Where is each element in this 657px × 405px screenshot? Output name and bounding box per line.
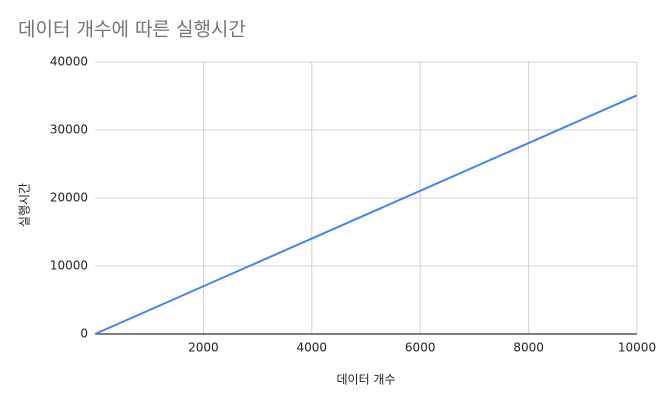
chart-title: 데이터 개수에 따른 실행시간: [18, 19, 246, 41]
x-tick-label: 2000: [188, 341, 219, 355]
x-axis-title: 데이터 개수: [336, 373, 395, 387]
x-tick-label: 8000: [513, 341, 544, 355]
y-tick-label: 10000: [50, 259, 88, 273]
x-tick-label: 10000: [618, 341, 656, 355]
series-line: [94, 94, 638, 335]
y-tick-label: 30000: [50, 123, 88, 137]
x-tick-label: 4000: [297, 341, 328, 355]
x-tick-label: 6000: [405, 341, 436, 355]
y-tick-label: 40000: [50, 55, 88, 69]
y-tick-label: 0: [80, 327, 88, 341]
y-axis-title: 실행시간: [17, 183, 32, 227]
y-tick-label: 20000: [50, 191, 88, 205]
